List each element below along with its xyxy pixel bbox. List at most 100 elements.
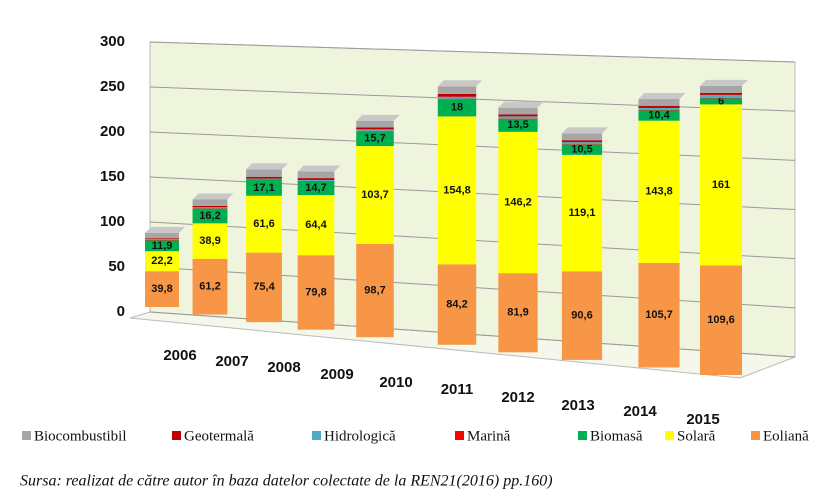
data-label: 38,9 xyxy=(199,235,220,247)
bar-segment xyxy=(356,127,394,130)
y-tick-label: 300 xyxy=(100,33,125,50)
legend-label: Geotermală xyxy=(184,428,254,444)
bar-segment xyxy=(145,271,179,307)
data-label: 6 xyxy=(718,95,724,107)
bar-segment xyxy=(192,199,228,206)
bar-segment xyxy=(192,207,228,209)
x-tick-label: 2015 xyxy=(686,411,719,428)
bar-top xyxy=(356,114,400,121)
bar-segment xyxy=(297,181,335,196)
bar-segment xyxy=(145,232,179,239)
bar-top xyxy=(192,193,234,200)
data-label: 18 xyxy=(451,102,463,114)
bar-segment xyxy=(700,85,742,93)
data-label: 61,6 xyxy=(253,218,274,230)
bar-segment xyxy=(246,176,282,179)
y-tick-label: 200 xyxy=(100,123,125,140)
bar-segment xyxy=(638,107,680,110)
data-label: 75,4 xyxy=(253,281,275,293)
data-label: 103,7 xyxy=(361,189,389,201)
data-label: 10,4 xyxy=(648,109,670,121)
legend-swatch xyxy=(312,431,321,440)
x-tick-label: 2007 xyxy=(215,353,248,370)
data-label: 15,7 xyxy=(364,133,385,145)
bar-top xyxy=(561,127,609,134)
data-label: 109,6 xyxy=(707,314,735,326)
bar-segment xyxy=(561,271,603,360)
bar-segment xyxy=(145,251,179,272)
bar-segment xyxy=(246,169,282,177)
x-tick-label: 2010 xyxy=(379,374,412,391)
bar-segment xyxy=(498,273,538,353)
bar-segment xyxy=(145,240,179,252)
data-label: 14,7 xyxy=(305,182,326,194)
data-label: 22,2 xyxy=(151,255,172,267)
bar-segment xyxy=(297,171,335,179)
bar-segment xyxy=(498,131,538,274)
y-tick-label: 100 xyxy=(100,213,125,230)
data-label: 61,2 xyxy=(199,281,220,293)
bar-segment xyxy=(145,239,179,241)
data-label: 98,7 xyxy=(364,285,385,297)
legend-label: Biomasă xyxy=(590,428,643,444)
data-label: 17,1 xyxy=(253,182,274,194)
bar-segment xyxy=(192,223,228,259)
data-label: 105,7 xyxy=(645,309,673,321)
bar-segment xyxy=(700,94,742,98)
bar-top xyxy=(700,79,748,86)
bar-segment xyxy=(297,179,335,181)
bar-segment xyxy=(561,140,603,143)
y-tick-label: 0 xyxy=(117,303,125,320)
legend-swatch xyxy=(455,431,464,440)
data-label: 119,1 xyxy=(569,207,596,219)
bar-segment xyxy=(437,264,477,345)
x-tick-label: 2009 xyxy=(320,366,353,383)
x-tick-label: 2006 xyxy=(163,347,196,364)
bar-segment xyxy=(297,255,335,330)
bar-segment xyxy=(498,107,538,115)
bar-segment xyxy=(638,262,680,368)
bar-segment xyxy=(356,120,394,128)
bar-segment xyxy=(145,238,179,240)
bar-segment xyxy=(561,142,603,145)
data-label: 10,5 xyxy=(571,144,592,156)
legend-swatch xyxy=(751,431,760,440)
data-label: 81,9 xyxy=(507,307,528,319)
bar-top xyxy=(246,163,288,170)
data-label: 79,8 xyxy=(305,286,326,298)
bar-segment xyxy=(192,208,228,224)
bar-segment xyxy=(356,244,394,338)
bar-segment xyxy=(437,99,477,117)
bar-segment xyxy=(356,129,394,131)
bar-segment xyxy=(297,178,335,180)
data-label: 84,2 xyxy=(446,298,467,310)
data-label: 143,8 xyxy=(645,186,673,198)
source-note: Sursa: realizat de către autor în baza d… xyxy=(20,473,553,490)
bar-top xyxy=(498,101,544,108)
legend-swatch xyxy=(665,431,674,440)
bar-segment xyxy=(638,120,680,263)
data-label: 64,4 xyxy=(305,219,327,231)
bar-segment xyxy=(700,97,742,99)
data-label: 90,6 xyxy=(571,310,592,322)
y-tick-label: 150 xyxy=(100,168,125,185)
bar-segment xyxy=(437,96,477,99)
x-tick-label: 2014 xyxy=(623,403,657,420)
bar-segment xyxy=(498,118,538,132)
legend-swatch xyxy=(172,431,181,440)
bar-segment xyxy=(700,104,742,266)
bar-segment xyxy=(700,98,742,105)
grid-line xyxy=(149,41,796,63)
y-tick-label: 50 xyxy=(108,258,125,275)
bar-top xyxy=(437,80,483,87)
bar-segment xyxy=(297,195,335,256)
bar-segment xyxy=(437,93,477,97)
legend-label: Eoliană xyxy=(763,428,809,444)
x-tick-label: 2011 xyxy=(441,381,474,398)
bar-segment xyxy=(246,179,282,196)
bar-segment xyxy=(246,195,282,253)
bar-segment xyxy=(246,252,282,323)
bar-segment xyxy=(246,178,282,180)
data-label: 11,9 xyxy=(152,240,173,252)
